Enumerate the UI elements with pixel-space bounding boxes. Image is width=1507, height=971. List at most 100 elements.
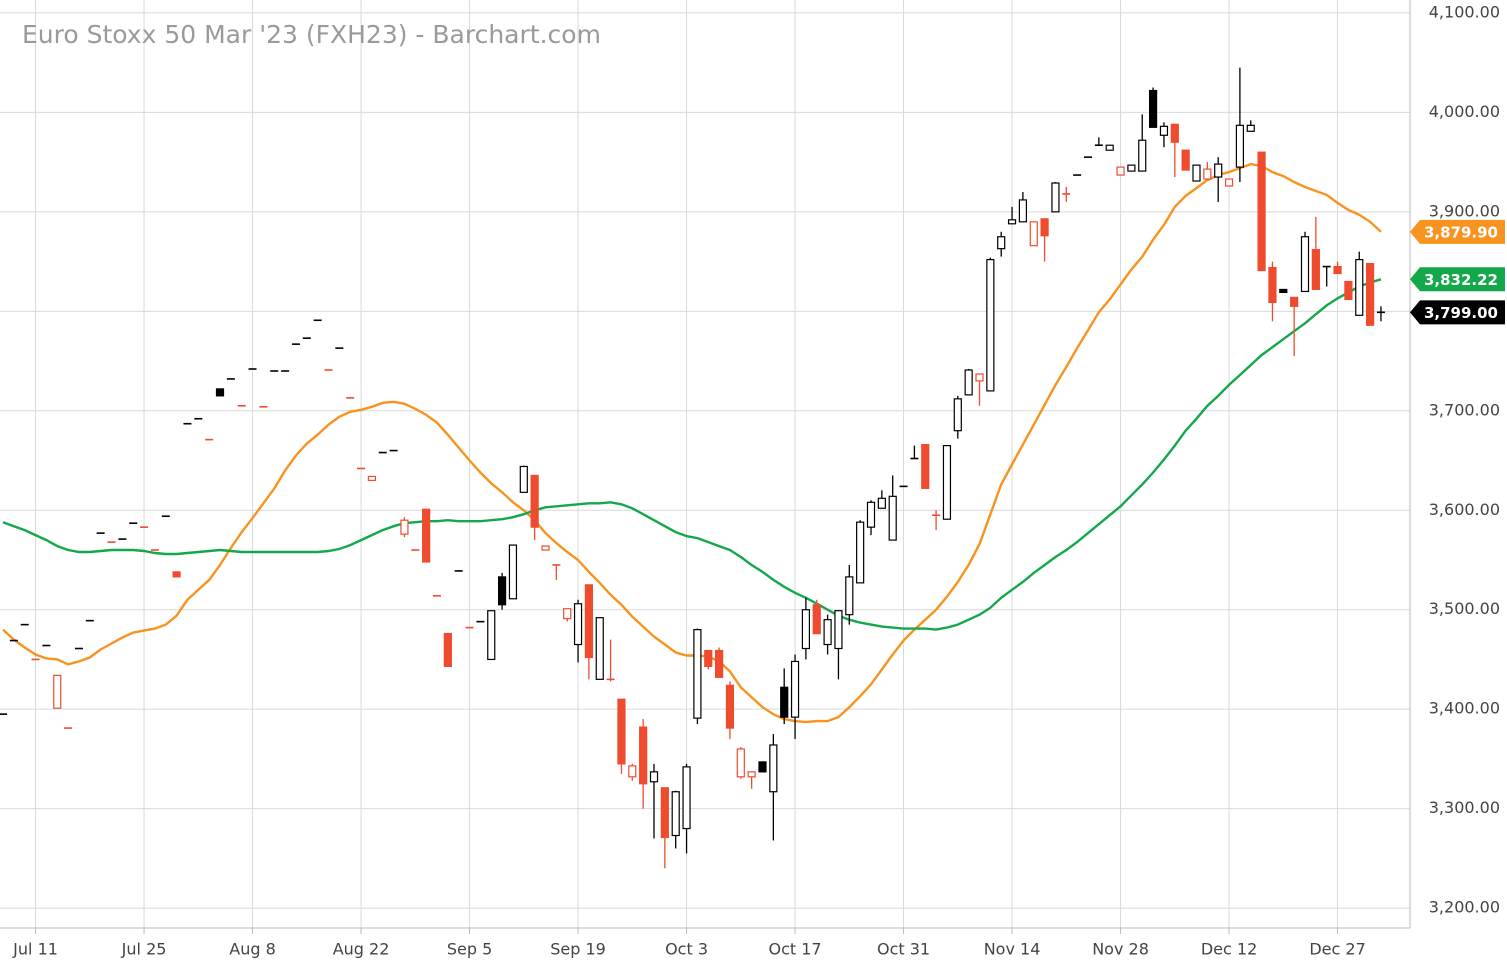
x-tick-label: Sep 5: [447, 940, 492, 959]
candle-body: [1105, 144, 1114, 151]
candle-body: [975, 373, 984, 382]
candle-body: [834, 610, 843, 650]
candle-body: [1203, 168, 1212, 180]
y-tick-label: 3,700.00: [1429, 400, 1500, 419]
candle-body: [660, 787, 669, 839]
price-badge: [1410, 300, 1505, 325]
candle-body: [443, 632, 452, 668]
y-tick-label: 4,000.00: [1429, 102, 1500, 121]
candle-body: [856, 521, 865, 584]
price-badge-label: 3,799.00: [1424, 304, 1498, 322]
candle-body: [422, 508, 431, 563]
price-badge-label: 3,832.22: [1424, 271, 1498, 289]
price-badge: [1410, 267, 1505, 292]
candle-body: [1018, 199, 1028, 223]
candle-body: [487, 610, 496, 661]
candle-body: [584, 584, 594, 659]
candle-body: [1365, 262, 1375, 326]
candle-body: [628, 765, 637, 778]
candle-body: [1138, 139, 1147, 172]
candle-body: [942, 444, 952, 520]
candle-body: [1029, 221, 1038, 247]
candle-body: [1344, 280, 1353, 300]
candle-body: [1192, 164, 1201, 182]
x-tick-label: Sep 19: [550, 940, 606, 959]
candle-body: [1181, 149, 1190, 171]
candle-body: [573, 603, 583, 646]
candle-body: [693, 629, 702, 719]
candle-body: [1051, 182, 1060, 213]
candle-body: [986, 259, 995, 392]
price-badge-label: 3,879.90: [1424, 223, 1498, 241]
candle-body: [845, 576, 854, 616]
candle-body: [1246, 124, 1255, 132]
candle-body: [736, 748, 745, 778]
candle-body: [953, 398, 962, 432]
candle-body: [747, 771, 756, 778]
x-tick-label: Dec 12: [1201, 940, 1257, 959]
candle-body: [595, 617, 604, 680]
candle-body: [725, 684, 735, 729]
candle-body: [1235, 124, 1245, 168]
moving-average: [2, 162, 1382, 724]
candle-body: [1290, 296, 1299, 307]
candle-body: [1257, 151, 1266, 272]
plot: [0, 67, 1385, 869]
y-tick-label: 3,600.00: [1429, 500, 1500, 519]
x-tick-label: Oct 3: [665, 940, 708, 959]
moving-average: [2, 278, 1382, 631]
y-tick-label: 3,200.00: [1429, 898, 1500, 917]
candle-body: [1007, 219, 1017, 225]
candle-body: [617, 698, 626, 765]
candle-body: [498, 576, 507, 606]
x-tick-label: Jul 25: [121, 940, 167, 959]
candle-body: [823, 619, 832, 646]
candle-body: [758, 761, 767, 773]
candle-body: [1355, 259, 1364, 316]
candle-body: [1268, 266, 1277, 303]
x-tick-label: Aug 8: [229, 940, 276, 959]
candle-body: [671, 791, 680, 837]
candle-body: [1170, 123, 1179, 143]
y-tick-label: 3,500.00: [1429, 599, 1500, 618]
candle-body: [649, 771, 659, 783]
candle-body: [215, 388, 225, 397]
x-tick-label: Dec 27: [1309, 940, 1365, 959]
candle-body: [1148, 89, 1158, 128]
candle-body: [682, 766, 691, 830]
candle-body: [1214, 163, 1223, 178]
candle-body: [866, 501, 876, 528]
candle-body: [1116, 166, 1125, 176]
x-tick-label: Nov 28: [1092, 940, 1149, 959]
candle-body: [367, 475, 376, 482]
candle-body: [704, 649, 713, 668]
candle-body: [964, 369, 973, 396]
candle-body: [769, 744, 778, 793]
y-tick-label: 3,300.00: [1429, 798, 1500, 817]
y-tick-label: 3,400.00: [1429, 699, 1500, 718]
x-tick-label: Aug 22: [333, 940, 390, 959]
x-tick-label: Oct 31: [877, 940, 930, 959]
candle-body: [530, 474, 539, 528]
candle-body: [400, 519, 409, 535]
candle-body: [1127, 164, 1136, 172]
candle-body: [877, 497, 886, 509]
candle-body: [801, 609, 811, 650]
candle-body: [639, 726, 648, 785]
candle-body: [1333, 265, 1342, 275]
candle-body: [1300, 236, 1310, 293]
x-tick-label: Oct 17: [768, 940, 821, 959]
candle-body: [172, 571, 181, 578]
x-tick-label: Nov 14: [984, 940, 1041, 959]
y-tick-label: 4,100.00: [1429, 2, 1500, 21]
candle-body: [812, 604, 821, 635]
grid: [0, 0, 1410, 928]
candle-body: [53, 674, 62, 709]
candle-body: [508, 544, 518, 600]
candle-body: [1311, 249, 1320, 291]
candle-body: [1159, 125, 1169, 136]
x-tick-label: Jul 11: [12, 940, 58, 959]
candle-body: [1040, 218, 1049, 237]
